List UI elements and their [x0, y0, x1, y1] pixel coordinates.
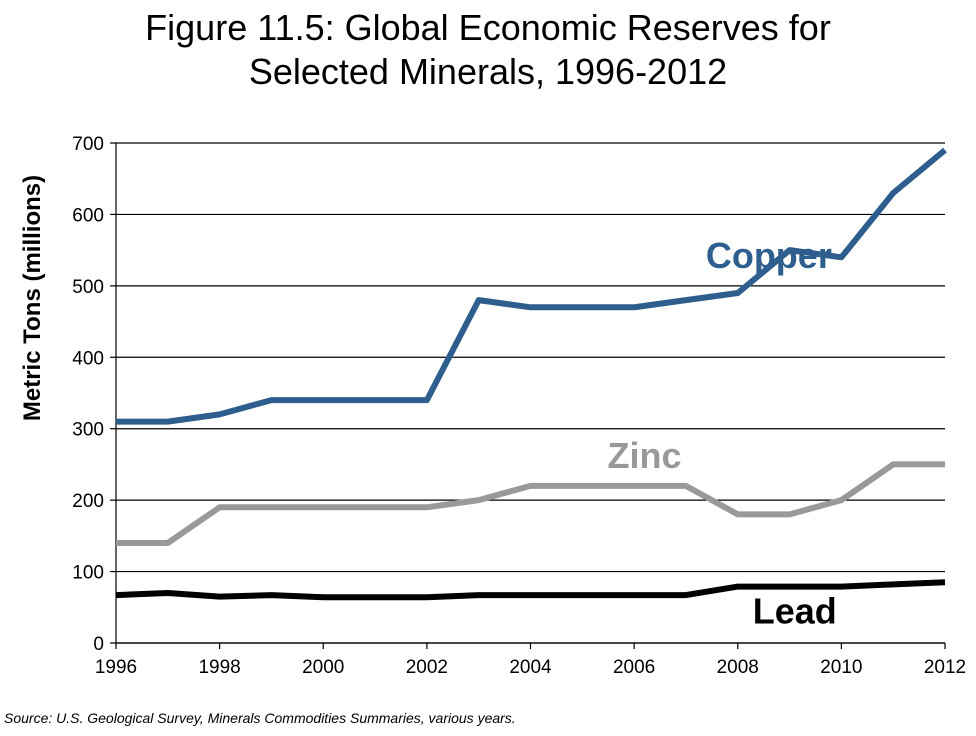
x-tick-label: 1998 — [198, 657, 240, 678]
x-tick-label: 2002 — [406, 657, 448, 678]
chart-title-line-2: Selected Minerals, 1996-2012 — [248, 51, 728, 92]
source-note: Source: U.S. Geological Survey, Minerals… — [4, 710, 516, 726]
chart-title: Figure 11.5: Global Economic Reserves fo… — [0, 6, 976, 94]
gridlines — [116, 142, 945, 644]
x-tick-label: 2008 — [717, 657, 759, 678]
series-label-copper: Copper — [706, 235, 832, 276]
y-axis-label: Metric Tons (millions) — [19, 175, 46, 421]
y-tick-label: 500 — [72, 277, 104, 298]
x-tick-label: 1996 — [95, 657, 137, 678]
series-label-zinc: Zinc — [607, 435, 681, 476]
x-tick-label: 2004 — [509, 657, 552, 678]
x-tick-label: 2010 — [820, 657, 862, 678]
y-axis-ticks: 0 100 200 300 400 500 600 700 — [72, 134, 104, 655]
y-tick-label: 200 — [72, 491, 104, 512]
y-tick-label: 100 — [72, 563, 104, 584]
chart-title-line-1: Figure 11.5: Global Economic Reserves fo… — [145, 7, 831, 48]
y-tick-label: 0 — [93, 634, 104, 655]
x-tick-label: 2000 — [302, 657, 344, 678]
series-label-lead: Lead — [753, 591, 837, 632]
y-tick-label: 600 — [72, 205, 104, 226]
series-labels: Copper Zinc Lead — [607, 235, 836, 632]
y-tick-label: 300 — [72, 420, 104, 441]
y-tick-label: 700 — [72, 134, 104, 155]
y-tick-label: 400 — [72, 348, 104, 369]
x-tick-label: 2012 — [924, 657, 966, 678]
x-axis-ticks: 1996 1998 2000 2002 2004 2006 2008 2010 2012 — [95, 657, 966, 678]
axes — [110, 142, 946, 649]
x-tick-label: 2006 — [613, 657, 655, 678]
series-lines — [115, 147, 947, 601]
series-line-zinc — [116, 461, 945, 546]
